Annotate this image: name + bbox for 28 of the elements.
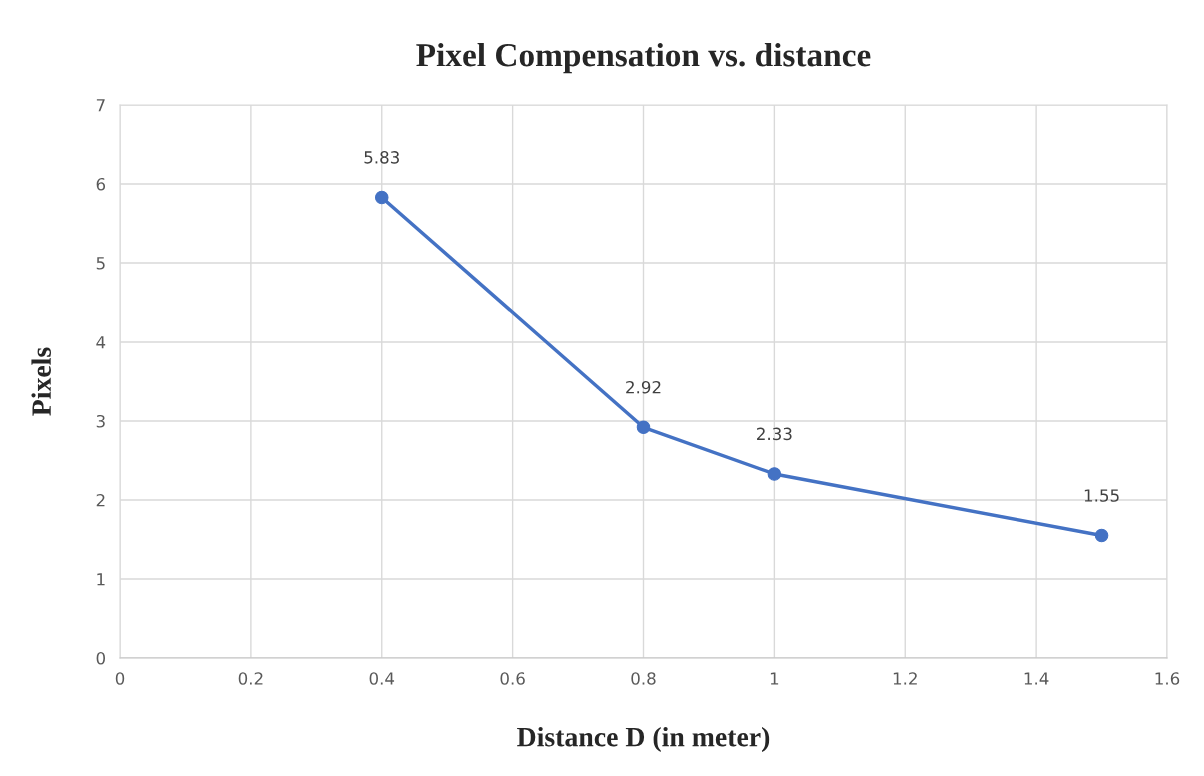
chart-title: Pixel Compensation vs. distance	[416, 42, 871, 74]
x-tick-label: 1.4	[1024, 672, 1049, 685]
data-label: 1.55	[1084, 489, 1119, 502]
y-tick-label: 5	[96, 257, 105, 270]
x-tick-label: 0	[115, 672, 125, 685]
x-axis-title: Distance D (in meter)	[517, 726, 770, 753]
y-tick-label: 2	[96, 493, 105, 507]
y-tick-label: 7	[96, 99, 105, 112]
y-tick-label: 0	[96, 651, 105, 665]
x-tick-label: 0.8	[631, 672, 656, 685]
data-label: 5.83	[364, 151, 399, 164]
data-label: 2.33	[757, 427, 792, 441]
y-tick-label: 6	[96, 177, 106, 191]
x-tick-label: 0.4	[369, 672, 395, 685]
x-tick-label: 0.2	[238, 672, 263, 685]
x-tick-label: 1.6	[1155, 672, 1180, 685]
point	[636, 420, 651, 435]
point	[374, 190, 389, 205]
x-tick-label: 1.2	[893, 672, 917, 685]
x-tick-label: 0.6	[500, 672, 525, 685]
x-tick-label: 1	[770, 672, 779, 685]
y-tick-label: 4	[96, 336, 106, 349]
y-tick-label: 3	[96, 414, 105, 428]
y-tick-label: 1	[97, 573, 105, 586]
y-axis-title: Pixels	[31, 347, 51, 416]
point	[1094, 528, 1109, 543]
point	[767, 467, 782, 481]
data-label: 2.92	[626, 380, 661, 394]
